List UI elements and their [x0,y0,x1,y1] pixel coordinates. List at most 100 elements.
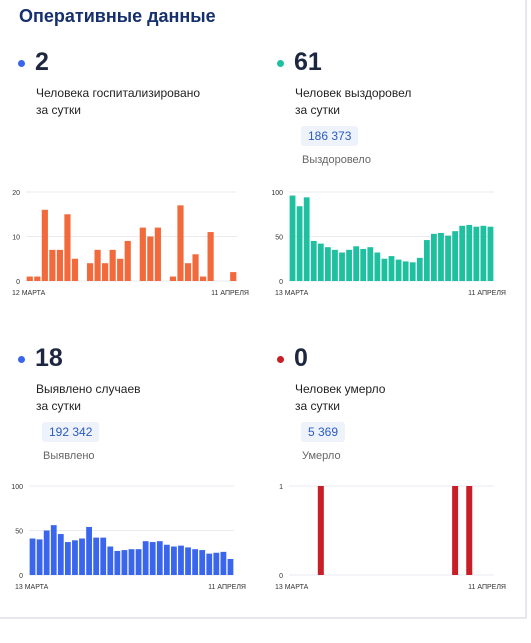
bar [43,530,50,575]
bar [86,263,94,281]
bar [86,526,92,575]
bar [213,552,220,575]
bar [79,538,85,575]
bar [220,551,227,575]
card-frame [0,0,527,619]
bar [445,235,451,281]
bar [94,249,101,281]
y-tick-label: 100 [271,190,283,197]
bar [388,256,395,281]
bar [431,233,437,281]
bar [473,226,480,281]
bar [452,486,459,575]
y-tick-label: 50 [15,529,23,536]
panel-recovered: 61 Человек выздоровел за сутки 186 373 В… [277,47,527,347]
panel-hospitalized: 2 Человека госпитализировано за сутки [18,47,268,347]
bar [310,240,317,281]
deaths-value: 0 [294,343,308,372]
bar [289,195,296,281]
bar [135,549,142,575]
bar [109,249,116,281]
bar [227,558,234,575]
panel-cases: 18 Выявлено случаев за сутки 192 342 Выя… [18,343,268,643]
bar [139,227,146,281]
bar [332,249,338,281]
y-tick-label: 100 [11,484,23,491]
bar [142,541,149,575]
status-dot [277,59,284,67]
deaths-chart: 0 1 13 МАРТА 11 АПРЕЛЯ [275,484,506,591]
deaths-total: 5 369 [301,422,346,442]
y-tick-label: 50 [275,235,283,242]
bar [26,276,33,281]
status-dot [18,355,25,363]
bar [124,240,131,281]
cases-description: Выявлено случаев за сутки [36,381,266,415]
deaths-description: Человек умерло за сутки [295,381,525,415]
bar [147,236,154,281]
bar [324,247,331,281]
bar [184,263,192,281]
description-line: за сутки [295,103,340,117]
bar [169,276,177,281]
page-title: Оперативные данные [19,6,216,26]
recovered-description: Человек выздоровел за сутки [295,85,525,119]
bar [64,214,71,281]
x-tick-label: 12 МАРТА [12,290,46,297]
bar [154,227,161,281]
recovered-total: 186 373 [301,126,359,146]
bar [56,249,64,281]
bar [317,486,324,575]
bar [100,537,107,575]
x-tick-label: 11 АПРЕЛЯ [208,584,246,591]
bar [72,540,78,575]
bar [487,226,494,281]
recovered-total-label: Выздоровело [302,154,371,166]
cases-total: 192 342 [42,422,100,442]
bar [438,232,444,281]
bar [367,247,374,281]
bar [192,549,199,575]
deaths-total-label: Умерло [302,450,341,462]
cases-chart: 0 50 100 13 МАРТА 11 АПРЕЛЯ [11,484,246,591]
bar [71,258,79,281]
recovered-value: 61 [294,47,322,76]
bar [177,205,184,281]
bar [466,486,473,575]
y-tick-label: 20 [12,190,20,197]
bar [41,209,48,281]
bar [402,261,409,281]
recovered-chart: 0 50 100 13 МАРТА 11 АПРЕЛЯ [271,190,506,297]
x-tick-label: 11 АПРЕЛЯ [211,290,249,297]
bar [409,262,416,281]
bar [207,232,214,281]
bar [480,225,487,281]
bar [171,546,177,575]
y-tick-label: 0 [16,279,20,286]
cases-total-label: Выявлено [43,450,95,462]
bar [230,272,237,281]
x-tick-label: 13 МАРТА [275,290,309,297]
bar [178,545,184,575]
bar [199,550,206,575]
x-tick-label: 11 АПРЕЛЯ [468,290,506,297]
hospitalized-description: Человека госпитализировано за сутки [36,85,266,119]
bar [49,249,56,281]
bar [128,549,135,575]
bar [199,276,207,281]
bar [102,263,109,281]
y-tick-label: 1 [279,484,283,491]
hospitalized-chart: 0 10 20 12 МАРТА 11 АПРЕЛЯ [12,190,249,297]
description-line: за сутки [36,103,81,117]
bar [206,553,213,575]
bar [114,550,121,575]
bar [353,246,360,281]
bar [185,547,191,575]
bar [36,539,43,575]
description-line: за сутки [295,399,340,413]
cases-value: 18 [35,343,63,372]
description-line: за сутки [36,399,81,413]
bar [346,249,352,281]
bar [117,258,124,281]
x-tick-label: 11 АПРЕЛЯ [468,584,506,591]
